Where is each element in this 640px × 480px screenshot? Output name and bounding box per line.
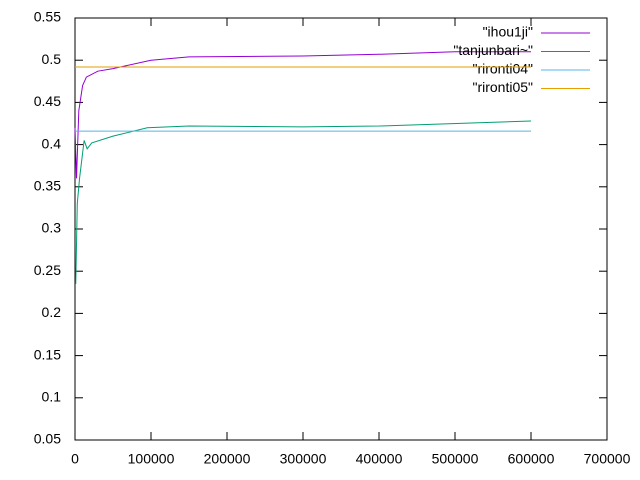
y-tick-label: 0.2 [42, 304, 62, 320]
x-tick-label: 200000 [204, 451, 251, 467]
legend-label: "ihou1ji" [483, 24, 533, 40]
x-tick-label: 0 [71, 451, 79, 467]
y-tick-label: 0.45 [34, 93, 61, 109]
x-tick-label: 300000 [280, 451, 327, 467]
y-tick-label: 0.15 [34, 346, 61, 362]
y-tick-label: 0.1 [42, 389, 62, 405]
x-tick-label: 400000 [356, 451, 403, 467]
y-tick-label: 0.25 [34, 262, 61, 278]
x-tick-label: 500000 [432, 451, 479, 467]
y-tick-label: 0.3 [42, 220, 62, 236]
legend-label: "rironti04" [472, 61, 533, 77]
y-tick-label: 0.35 [34, 178, 61, 194]
series-line [75, 120, 532, 284]
legend-label: "rironti05" [472, 79, 533, 95]
x-tick-label: 100000 [128, 451, 175, 467]
legend-label: "tanjunbari~" [453, 42, 533, 58]
y-tick-label: 0.05 [34, 431, 61, 447]
x-tick-label: 700000 [584, 451, 631, 467]
y-tick-label: 0.4 [42, 135, 62, 151]
series-line [74, 51, 531, 179]
y-tick-label: 0.55 [34, 9, 61, 25]
x-tick-label: 600000 [508, 451, 555, 467]
y-tick-label: 0.5 [42, 51, 62, 67]
